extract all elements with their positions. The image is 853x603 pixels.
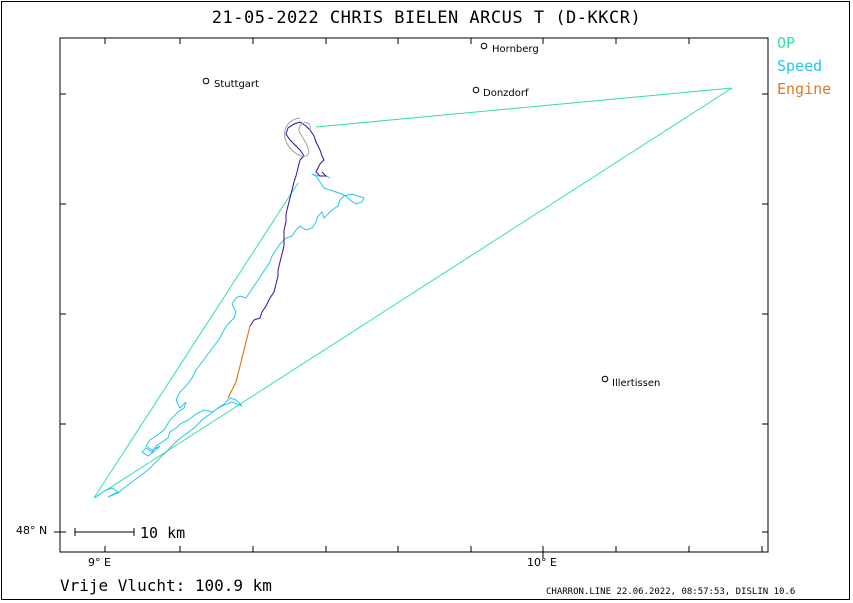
plot-area bbox=[59, 37, 769, 553]
legend-op: OP bbox=[777, 34, 796, 52]
place-hornberg: Hornberg bbox=[492, 44, 539, 55]
footer-info: CHARRON.LINE 22.06.2022, 08:57:53, DISLI… bbox=[546, 587, 796, 597]
legend-engine: Engine bbox=[777, 80, 832, 98]
distance-label: Vrije Vlucht: 100.9 km bbox=[60, 576, 272, 595]
lon-label-10: 10° E bbox=[527, 556, 557, 569]
lat-label: 48° N bbox=[16, 524, 48, 537]
track-engine bbox=[227, 325, 251, 399]
place-donzdorf: Donzdorf bbox=[483, 88, 529, 99]
scale-label: 10 km bbox=[140, 524, 186, 542]
illertissen-marker bbox=[601, 375, 609, 383]
donzdorf-marker bbox=[472, 86, 480, 94]
op-triangle bbox=[93, 87, 733, 499]
lat-ticks bbox=[54, 93, 768, 533]
track-speed bbox=[93, 173, 365, 499]
scale-bar bbox=[74, 528, 135, 536]
legend-speed: Speed bbox=[777, 57, 823, 75]
stuttgart-marker bbox=[202, 77, 210, 85]
map-title: 21-05-2022 CHRIS BIELEN ARCUS T (D-KKCR) bbox=[211, 8, 642, 28]
track-thermal bbox=[284, 117, 311, 157]
place-markers bbox=[202, 42, 609, 383]
lon-label-9: 9° E bbox=[88, 556, 111, 569]
place-illertissen: Illertissen bbox=[612, 378, 661, 389]
track-climb bbox=[249, 121, 328, 327]
lon-ticks bbox=[104, 38, 763, 558]
place-stuttgart: Stuttgart bbox=[214, 79, 259, 90]
hornberg-marker bbox=[480, 42, 488, 50]
